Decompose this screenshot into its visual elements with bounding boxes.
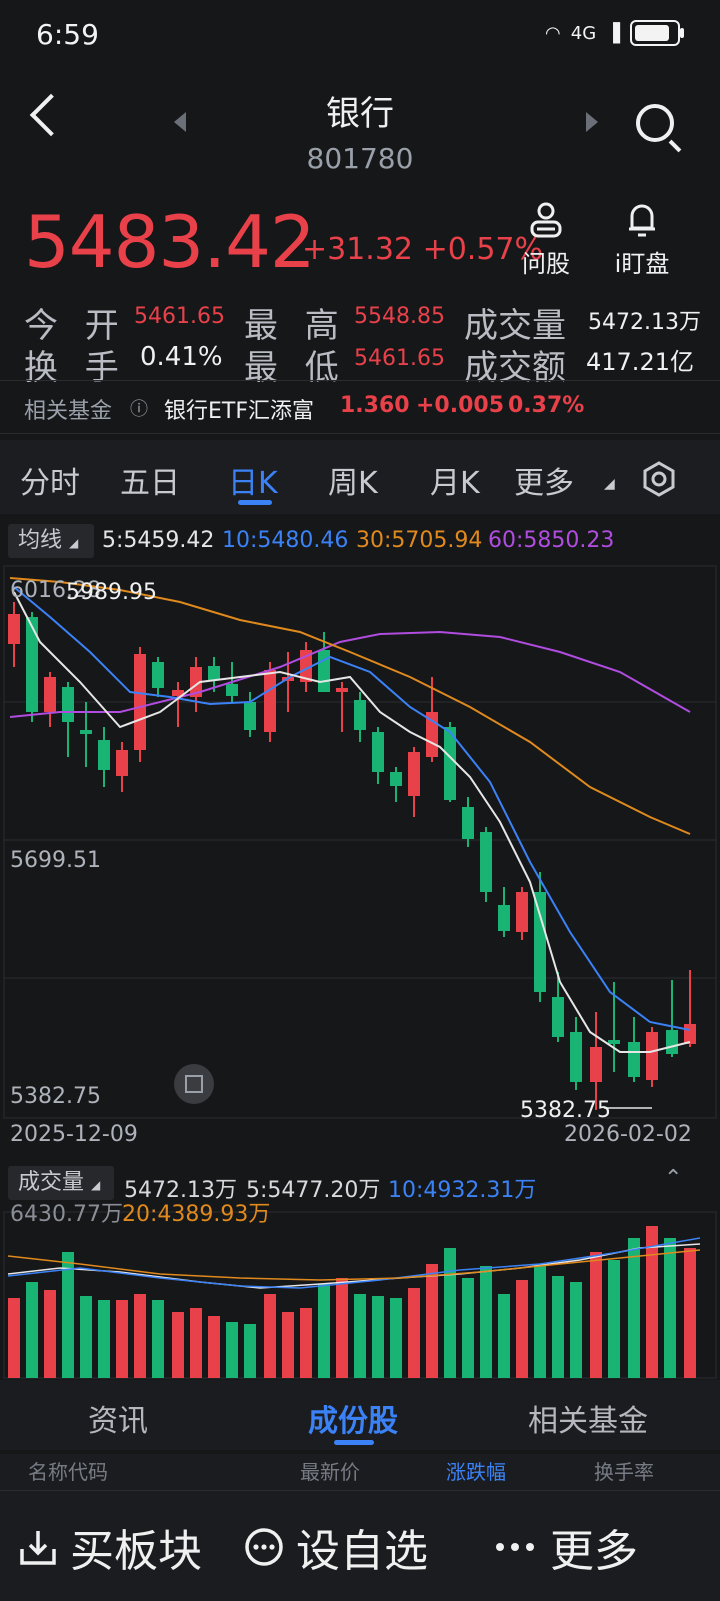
open-value: 5461.65 (134, 304, 225, 329)
current-price: 5483.42 (24, 200, 316, 284)
fund-pct: 0.37% (508, 393, 585, 418)
watch-button[interactable]: i盯盘 (602, 198, 682, 279)
related-fund-row[interactable]: 相关基金 ⓘ 银行ETF汇添富 1.360 +0.005 0.37% (0, 380, 720, 434)
next-icon[interactable] (586, 112, 598, 132)
more-button[interactable]: 更多 (492, 1515, 638, 1579)
volume-ma5: 5:5477.20万 (246, 1178, 381, 1203)
wifi-icon: ◠ (545, 22, 561, 44)
action-bar: 买板块 设自选 更多 (0, 1490, 720, 1601)
fund-price: 1.360 (340, 393, 410, 418)
tab-news[interactable]: 资讯 (88, 1404, 148, 1439)
status-bar: 6:59 ◠ 4G ▐ (0, 0, 720, 70)
tab-daily-k[interactable]: 日K (228, 466, 278, 501)
volume-legend: 成交量 ◢ 5472.13万 5:5477.20万 10:4932.31万 ⌃ (8, 1166, 720, 1208)
volume-ma-lines (7, 1237, 701, 1289)
ma5-line (13, 591, 691, 1053)
user-icon (506, 198, 586, 238)
ma30-value: 30:5705.94 (356, 528, 483, 553)
quote-stats: 今 开 5461.65 最 高 5548.85 成交量 5472.13万 换 手… (22, 298, 712, 388)
col-turnover[interactable]: 换手率 (594, 1460, 654, 1484)
tab-weekly-k[interactable]: 周K (328, 466, 378, 501)
low-label: 最 低 (244, 348, 347, 388)
ma-selector[interactable]: 均线 ◢ (8, 524, 94, 558)
more-icon (496, 1543, 534, 1551)
ask-stock-button[interactable]: 问股 (506, 198, 586, 279)
dots-circle-icon (245, 1528, 283, 1566)
ma10-value: 10:5480.46 (222, 528, 349, 553)
info-icon[interactable]: ⓘ (130, 399, 148, 420)
volume-value: 5472.13万 (588, 310, 701, 335)
price-low-label: 5382.75 (10, 1084, 101, 1109)
add-watchlist-button[interactable]: 设自选 (244, 1515, 428, 1579)
amount-value: 417.21亿 (586, 348, 694, 376)
tab-monthly-k[interactable]: 月K (430, 466, 480, 501)
col-change[interactable]: 涨跌幅 (446, 1460, 506, 1484)
col-price[interactable]: 最新价 (300, 1460, 360, 1484)
tab-related-funds[interactable]: 相关基金 (528, 1404, 648, 1439)
turnover-value: 0.41% (140, 342, 223, 372)
content-tab-indicator (334, 1440, 374, 1445)
content-tabs: 资讯 成份股 相关基金 (0, 1380, 720, 1450)
ma10-line (13, 586, 691, 1031)
expand-icon-glyph (185, 1075, 203, 1093)
table-header: 名称代码 最新价 涨跌幅 换手率 (0, 1454, 720, 1494)
settings-icon[interactable] (640, 460, 678, 498)
page-title: 银行 (326, 94, 394, 134)
high-value: 5548.85 (354, 304, 445, 329)
price-change: +31.32 +0.57% (302, 232, 544, 267)
volume-top-label: 6430.77万 (10, 1202, 123, 1227)
date-end: 2026-02-02 (564, 1122, 692, 1147)
volume-chart[interactable] (0, 1208, 720, 1384)
volume-label: 成交量 (464, 306, 566, 346)
stock-code: 801780 (306, 142, 414, 175)
status-time: 6:59 (36, 18, 99, 51)
volume-ma10: 10:4932.31万 (388, 1178, 537, 1203)
price-mid-label: 5699.51 (10, 848, 101, 873)
ma60-line (9, 630, 691, 718)
open-label: 今 开 (24, 306, 127, 346)
volume-ma20: 20:4389.93万 (122, 1202, 271, 1227)
search-icon[interactable] (636, 104, 674, 142)
ma-legend: 均线 ◢ 5:5459.42 10:5480.46 30:5705.94 60:… (8, 522, 720, 562)
amount-label: 成交额 (464, 348, 566, 388)
col-name[interactable]: 名称代码 (28, 1460, 108, 1484)
battery-icon (630, 20, 684, 46)
high-marker: 5989.95 (66, 580, 157, 605)
ma30-line (9, 577, 691, 835)
tab-indicator (238, 500, 272, 505)
tab-more[interactable]: 更多 (514, 466, 574, 501)
bell-icon (602, 198, 682, 238)
ma-lines (9, 577, 691, 1053)
fund-change: +0.005 (416, 393, 505, 418)
prev-icon[interactable] (174, 112, 186, 132)
collapse-icon[interactable]: ⌃ (664, 1166, 683, 1191)
turnover-label: 换 手 (24, 348, 127, 388)
volume-selector[interactable]: 成交量 ◢ (8, 1166, 114, 1200)
buy-sector-button[interactable]: 买板块 (18, 1515, 202, 1579)
tab-5day[interactable]: 五日 (120, 466, 180, 501)
low-marker: 5382.75 (520, 1098, 611, 1123)
kline-chart[interactable] (0, 562, 720, 1122)
date-start: 2025-12-09 (10, 1122, 138, 1147)
volume-bars (8, 1226, 696, 1378)
chevron-down-icon[interactable]: ◢ (604, 476, 615, 492)
price-top-label: 6016.28 (10, 578, 101, 603)
low-value: 5461.65 (354, 346, 445, 371)
ma60-value: 60:5850.23 (488, 528, 615, 553)
expand-icon[interactable] (174, 1064, 214, 1104)
volume-current: 5472.13万 (124, 1178, 237, 1203)
status-icons: ◠ 4G ▐ (545, 20, 684, 46)
tab-intraday[interactable]: 分时 (20, 466, 80, 501)
fund-label: 相关基金 (24, 399, 113, 424)
ma5-value: 5:5459.42 (102, 528, 215, 553)
period-tabs: 分时 五日 日K 周K 月K 更多 ◢ (0, 440, 720, 514)
network-label: 4G (570, 22, 597, 44)
download-icon (20, 1531, 56, 1565)
fund-name: 银行ETF汇添富 (164, 399, 314, 424)
signal-icon: ▐ (606, 22, 620, 44)
tab-constituents[interactable]: 成份股 (308, 1404, 398, 1439)
high-label: 最 高 (244, 306, 347, 346)
